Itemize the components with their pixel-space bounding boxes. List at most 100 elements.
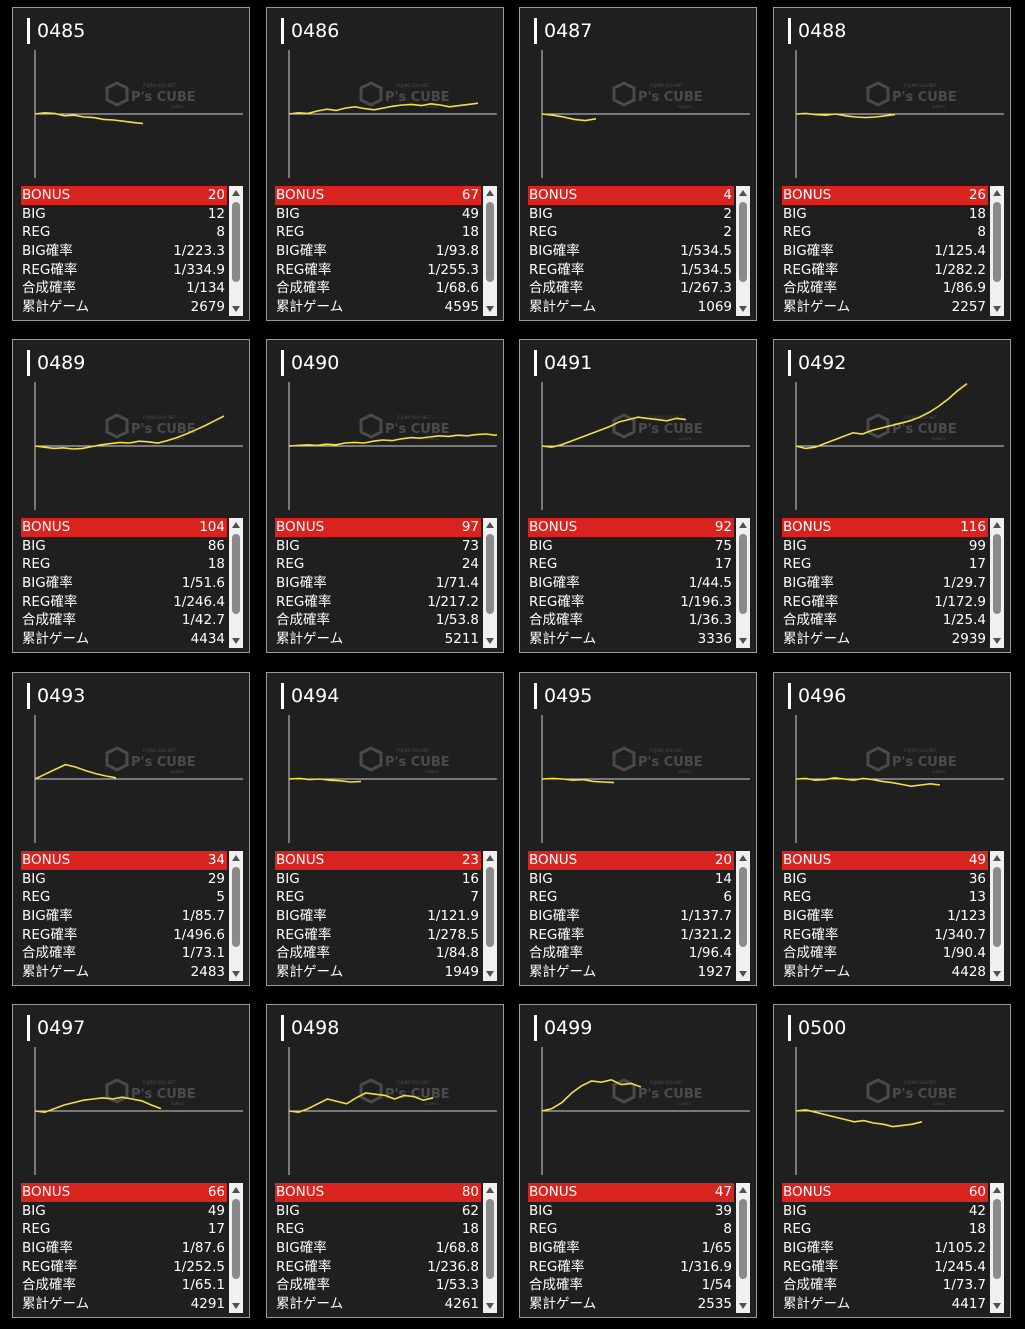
chevron-down-icon[interactable] bbox=[993, 971, 1001, 977]
scroll-thumb[interactable] bbox=[739, 534, 747, 614]
scroll-thumb[interactable] bbox=[739, 1199, 747, 1279]
scrollbar[interactable] bbox=[990, 186, 1004, 316]
chevron-down-icon[interactable] bbox=[232, 971, 240, 977]
stat-label: 累計ゲーム bbox=[276, 299, 344, 316]
chevron-up-icon[interactable] bbox=[486, 1187, 494, 1193]
scroll-thumb[interactable] bbox=[232, 202, 240, 282]
chevron-up-icon[interactable] bbox=[993, 855, 1001, 861]
machine-card[interactable]: 0490 P's CUBE FUJINO SOU NET sukeru BONUS 97 B… bbox=[266, 339, 504, 653]
scroll-thumb[interactable] bbox=[739, 202, 747, 282]
chevron-down-icon[interactable] bbox=[739, 971, 747, 977]
stat-label: 累計ゲーム bbox=[529, 631, 597, 648]
chevron-up-icon[interactable] bbox=[232, 522, 240, 528]
stat-row-games: 累計ゲーム 5211 bbox=[275, 630, 481, 649]
chevron-up-icon[interactable] bbox=[486, 190, 494, 196]
scrollbar[interactable] bbox=[483, 851, 497, 981]
scrollbar[interactable] bbox=[990, 851, 1004, 981]
chevron-up-icon[interactable] bbox=[232, 190, 240, 196]
chevron-up-icon[interactable] bbox=[739, 522, 747, 528]
stat-row-total-rate: 合成確率 1/36.3 bbox=[528, 611, 734, 630]
scroll-thumb[interactable] bbox=[993, 202, 1001, 282]
stat-value: 97 bbox=[461, 519, 479, 535]
chevron-down-icon[interactable] bbox=[486, 1303, 494, 1309]
svg-text:FUJINO SOU NET: FUJINO SOU NET bbox=[143, 83, 176, 88]
chevron-down-icon[interactable] bbox=[993, 638, 1001, 644]
machine-card[interactable]: 0494 P's CUBE FUJINO SOU NET sukeru BONUS 23 B… bbox=[266, 672, 504, 986]
machine-card[interactable]: 0485 P's CUBE FUJINO SOU NET sukeru BONUS 20 B… bbox=[12, 7, 250, 321]
machine-card[interactable]: 0497 P's CUBE FUJINO SOU NET sukeru BONUS 66 B… bbox=[12, 1004, 250, 1318]
scrollbar[interactable] bbox=[990, 518, 1004, 648]
stats-table: BONUS 49 BIG 36 REG 13 BIG確率 1/123 REG確率 1/340.7 合… bbox=[782, 851, 1004, 981]
scrollbar[interactable] bbox=[736, 186, 750, 316]
scroll-thumb[interactable] bbox=[993, 867, 1001, 947]
chevron-up-icon[interactable] bbox=[739, 1187, 747, 1193]
machine-card[interactable]: 0491 P's CUBE FUJINO SOU NET sukeru BONUS 92 B… bbox=[519, 339, 757, 653]
scrollbar[interactable] bbox=[483, 518, 497, 648]
chevron-up-icon[interactable] bbox=[739, 190, 747, 196]
scroll-thumb[interactable] bbox=[739, 867, 747, 947]
machine-card[interactable]: 0492 P's CUBE FUJINO SOU NET sukeru BONUS 116… bbox=[773, 339, 1011, 653]
chevron-down-icon[interactable] bbox=[486, 306, 494, 312]
machine-card[interactable]: 0493 P's CUBE FUJINO SOU NET sukeru BONUS 34 B… bbox=[12, 672, 250, 986]
stats-table: BONUS 97 BIG 73 REG 24 BIG確率 1/71.4 REG確率 1/217.2… bbox=[275, 518, 497, 648]
stat-value: 49 bbox=[461, 205, 479, 222]
machine-card[interactable]: 0500 P's CUBE FUJINO SOU NET sukeru BONUS 60 B… bbox=[773, 1004, 1011, 1318]
scroll-thumb[interactable] bbox=[486, 534, 494, 614]
chevron-up-icon[interactable] bbox=[993, 190, 1001, 196]
chevron-up-icon[interactable] bbox=[993, 1187, 1001, 1193]
chevron-up-icon[interactable] bbox=[486, 855, 494, 861]
chevron-down-icon[interactable] bbox=[993, 306, 1001, 312]
scrollbar[interactable] bbox=[483, 1183, 497, 1313]
scroll-thumb[interactable] bbox=[486, 1199, 494, 1279]
scrollbar[interactable] bbox=[736, 1183, 750, 1313]
stat-label: BIG確率 bbox=[276, 243, 327, 260]
svg-text:P's CUBE: P's CUBE bbox=[385, 1087, 450, 1102]
stats-table: BONUS 116 BIG 99 REG 17 BIG確率 1/29.7 REG確率 1/172.… bbox=[782, 518, 1004, 648]
machine-card[interactable]: 0487 P's CUBE FUJINO SOU NET sukeru BONUS 4 BI… bbox=[519, 7, 757, 321]
stat-label: BIG確率 bbox=[22, 575, 73, 592]
chevron-up-icon[interactable] bbox=[232, 855, 240, 861]
scroll-thumb[interactable] bbox=[232, 1199, 240, 1279]
scrollbar[interactable] bbox=[229, 186, 243, 316]
scroll-thumb[interactable] bbox=[486, 202, 494, 282]
machine-card[interactable]: 0496 P's CUBE FUJINO SOU NET sukeru BONUS 49 B… bbox=[773, 672, 1011, 986]
stat-label: BONUS bbox=[529, 187, 578, 203]
chevron-down-icon[interactable] bbox=[739, 638, 747, 644]
machine-card[interactable]: 0489 P's CUBE FUJINO SOU NET sukeru BONUS 104… bbox=[12, 339, 250, 653]
machine-card[interactable]: 0488 P's CUBE FUJINO SOU NET sukeru BONUS 26 B… bbox=[773, 7, 1011, 321]
chevron-down-icon[interactable] bbox=[486, 971, 494, 977]
chevron-down-icon[interactable] bbox=[232, 1303, 240, 1309]
chevron-down-icon[interactable] bbox=[739, 1303, 747, 1309]
scrollbar[interactable] bbox=[229, 518, 243, 648]
chevron-down-icon[interactable] bbox=[232, 638, 240, 644]
scrollbar[interactable] bbox=[736, 851, 750, 981]
scroll-thumb[interactable] bbox=[993, 1199, 1001, 1279]
scroll-thumb[interactable] bbox=[232, 867, 240, 947]
p-cube-logo-icon: P's CUBE FUJINO SOU NET sukeru bbox=[612, 1078, 703, 1106]
machine-card[interactable]: 0486 P's CUBE FUJINO SOU NET sukeru BONUS 67 B… bbox=[266, 7, 504, 321]
scroll-thumb[interactable] bbox=[232, 534, 240, 614]
chevron-up-icon[interactable] bbox=[993, 522, 1001, 528]
machine-card[interactable]: 0498 P's CUBE FUJINO SOU NET sukeru BONUS 80 B… bbox=[266, 1004, 504, 1318]
chevron-down-icon[interactable] bbox=[993, 1303, 1001, 1309]
stat-value: 1/36.3 bbox=[688, 612, 732, 629]
chevron-up-icon[interactable] bbox=[232, 1187, 240, 1193]
trend-graph: P's CUBE FUJINO SOU NET sukeru bbox=[528, 44, 750, 184]
chevron-down-icon[interactable] bbox=[232, 306, 240, 312]
scroll-thumb[interactable] bbox=[486, 867, 494, 947]
chevron-down-icon[interactable] bbox=[739, 306, 747, 312]
scroll-thumb[interactable] bbox=[993, 534, 1001, 614]
stats-table: BONUS 20 BIG 12 REG 8 BIG確率 1/223.3 REG確率 1/334.9… bbox=[21, 186, 243, 316]
machine-card[interactable]: 0495 P's CUBE FUJINO SOU NET sukeru BONUS 20 B… bbox=[519, 672, 757, 986]
scrollbar[interactable] bbox=[229, 1183, 243, 1313]
stat-row-games: 累計ゲーム 3336 bbox=[528, 630, 734, 649]
chevron-down-icon[interactable] bbox=[486, 638, 494, 644]
scrollbar[interactable] bbox=[736, 518, 750, 648]
scrollbar[interactable] bbox=[990, 1183, 1004, 1313]
machine-card[interactable]: 0499 P's CUBE FUJINO SOU NET sukeru BONUS 47 B… bbox=[519, 1004, 757, 1318]
stat-value: 1/51.6 bbox=[181, 575, 225, 592]
chevron-up-icon[interactable] bbox=[486, 522, 494, 528]
chevron-up-icon[interactable] bbox=[739, 855, 747, 861]
scrollbar[interactable] bbox=[483, 186, 497, 316]
scrollbar[interactable] bbox=[229, 851, 243, 981]
